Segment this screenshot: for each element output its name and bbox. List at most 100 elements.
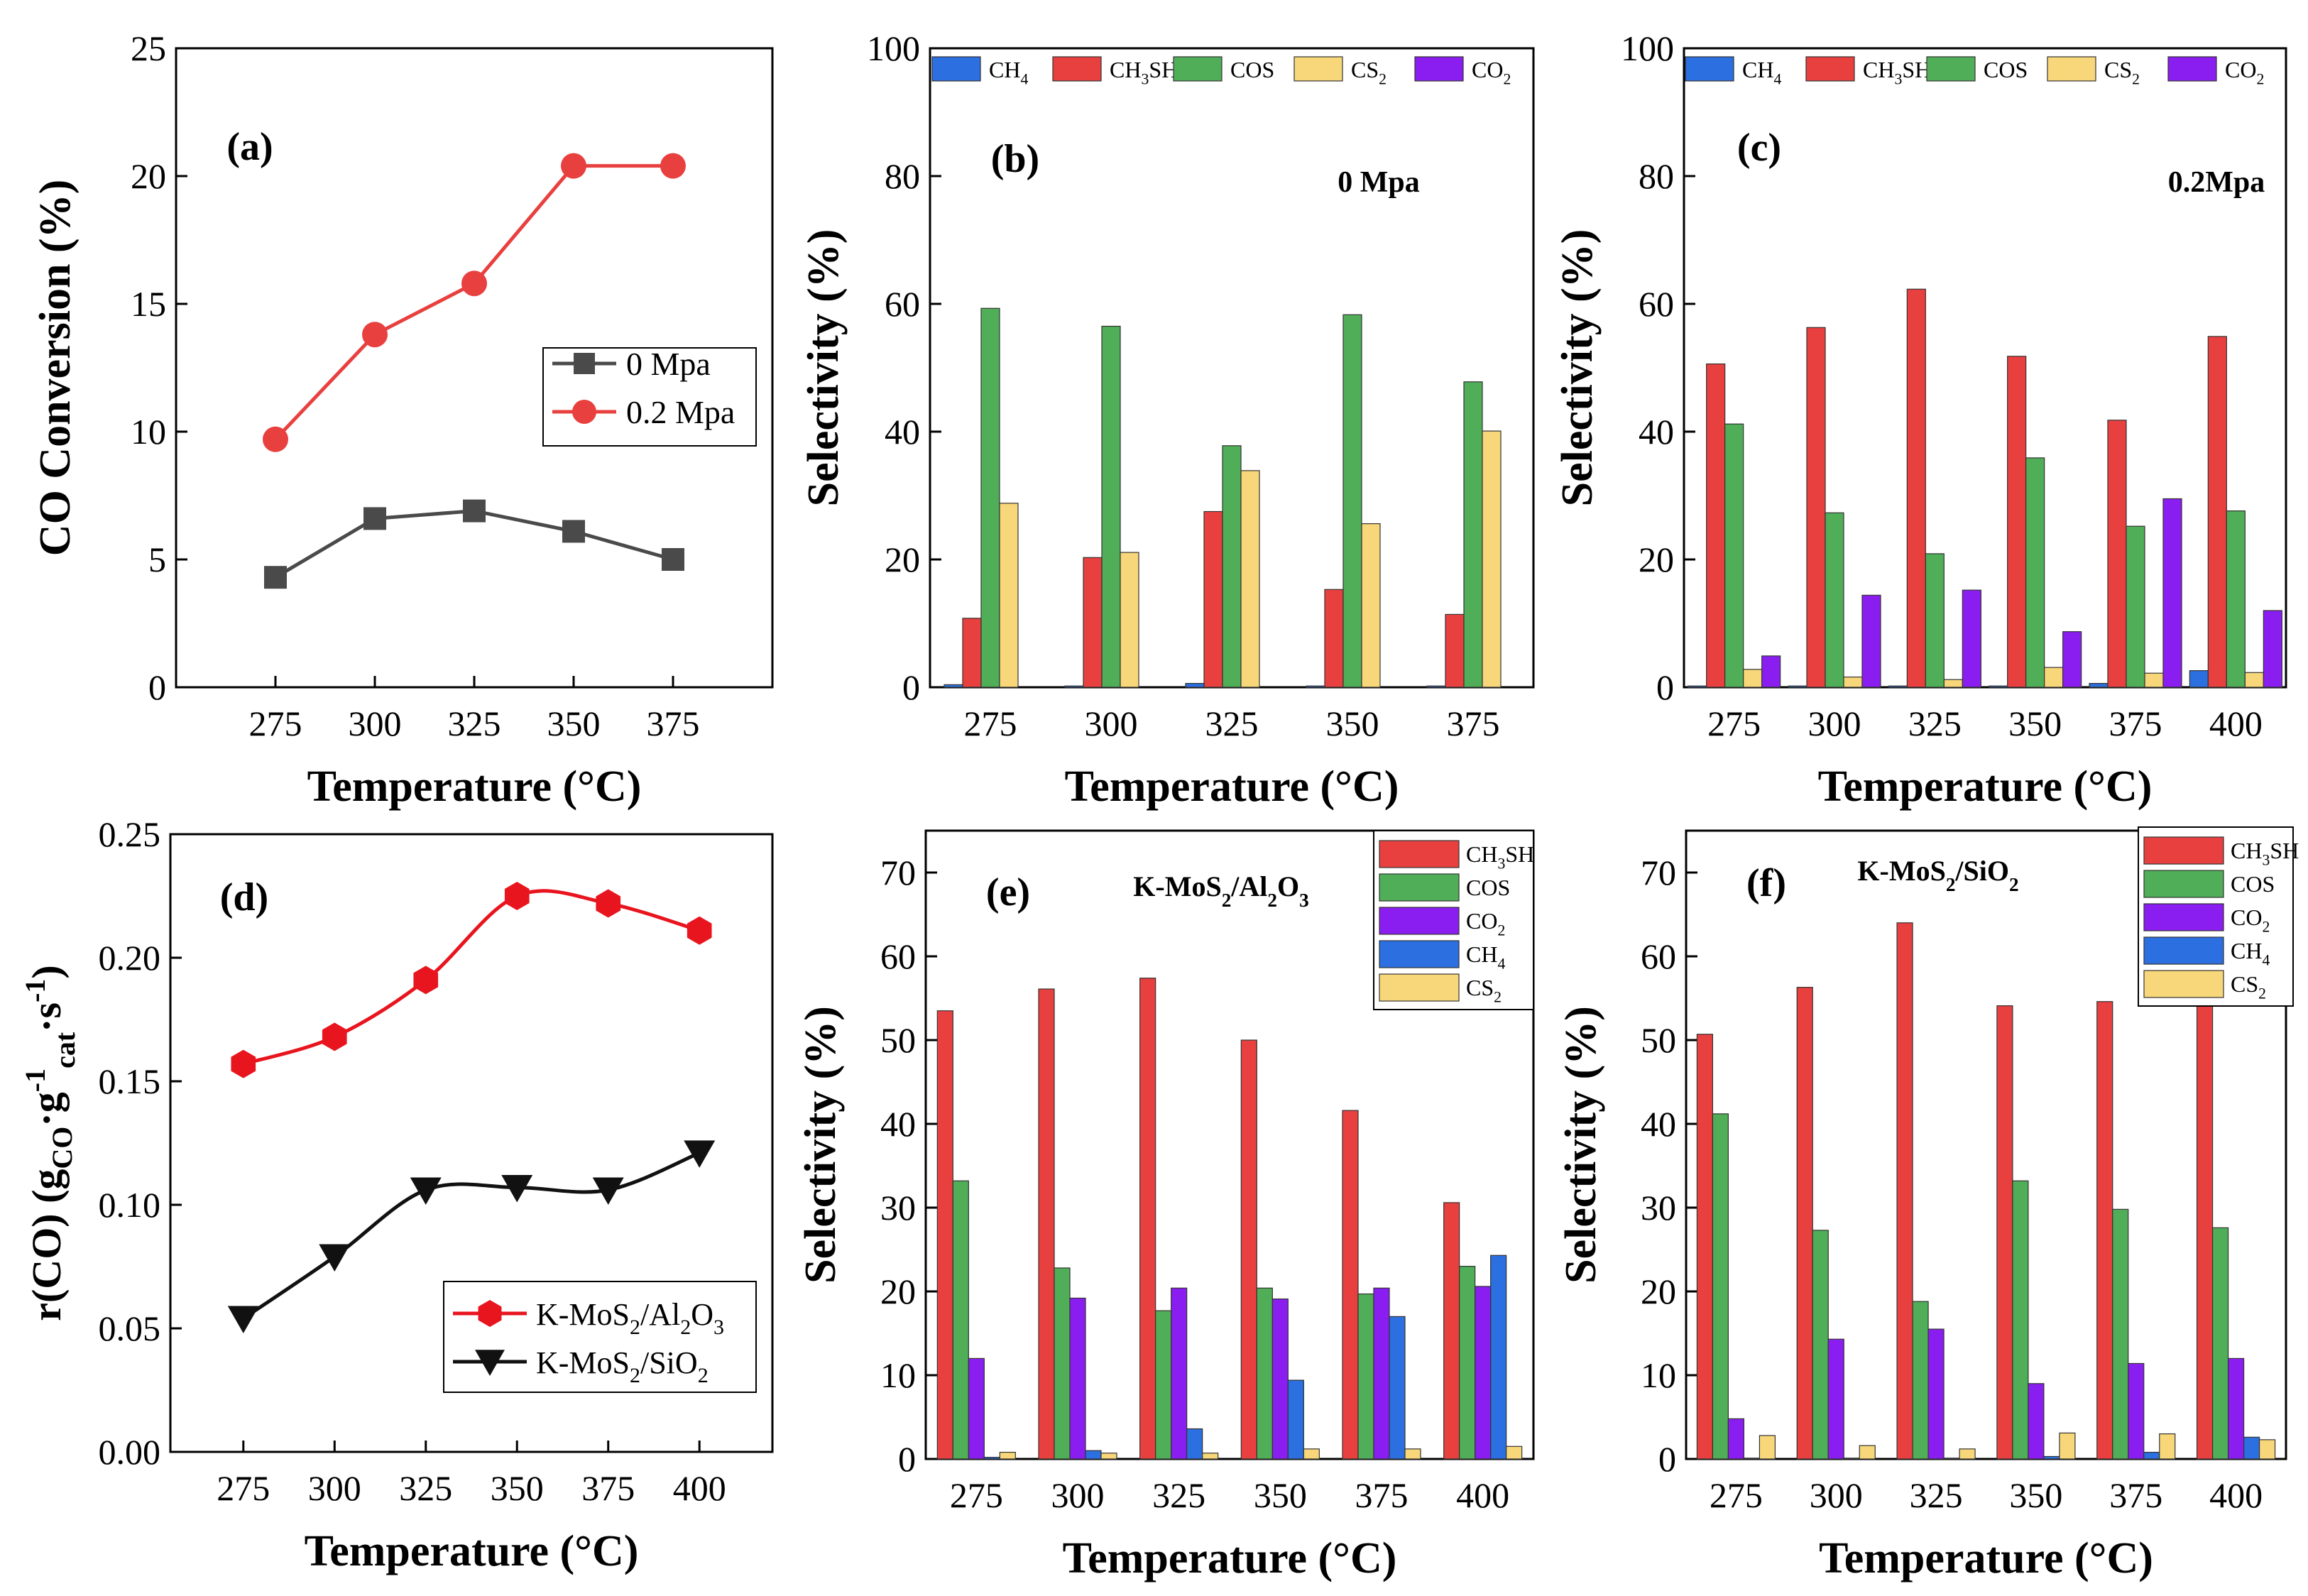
- bar-ch3sh-400: [2196, 998, 2214, 1460]
- legend-label: CS2: [1466, 975, 1502, 1006]
- bar-cs2-325: [1240, 470, 1260, 688]
- legend-label: CH3SH: [1110, 57, 1178, 88]
- bar-ch4-375: [1426, 685, 1446, 688]
- legend-swatch: [1379, 973, 1460, 1002]
- bar-ch4-375: [2143, 1451, 2160, 1460]
- bar-co2-400: [1475, 1286, 1492, 1460]
- bar-ch4-275: [983, 1457, 1000, 1460]
- y-axis-title: r(CO) (gCO·g-1cat·s-1): [19, 965, 81, 1321]
- x-tick-label: 275: [950, 1475, 1003, 1515]
- legend-label: K-MoS2/SiO2: [536, 1345, 709, 1387]
- y-tick-label: 40: [1641, 1104, 1676, 1144]
- y-tick-label: 40: [885, 412, 920, 452]
- bar-cs2-350: [2059, 1432, 2076, 1460]
- x-tick-label: 400: [2209, 1475, 2263, 1515]
- x-tick-label: 375: [1355, 1475, 1409, 1515]
- bar-ch4-325: [1186, 1428, 1203, 1460]
- x-tick-label: 325: [399, 1468, 452, 1508]
- x-tick-label: 325: [1152, 1475, 1205, 1515]
- bar-ch4-400: [2189, 669, 2209, 688]
- bar-cos-275: [952, 1180, 969, 1460]
- legend-marker: [572, 400, 596, 424]
- data-point: [264, 566, 287, 589]
- x-axis-title: Temperature (°C): [1063, 1534, 1397, 1583]
- bar-cs2-275: [1759, 1435, 1776, 1460]
- x-tick-label: 375: [2109, 704, 2162, 743]
- x-axis-title: Temperature (°C): [1065, 763, 1399, 811]
- data-point: [504, 882, 530, 910]
- y-tick-label: 50: [1641, 1020, 1676, 1060]
- bar-co2-375: [2162, 498, 2182, 688]
- bar-co2-275: [1761, 655, 1781, 688]
- x-tick-label: 300: [308, 1468, 361, 1508]
- bar-ch3sh-375: [1342, 1110, 1359, 1460]
- y-tick-label: 0.20: [99, 938, 161, 978]
- plot-frame: [169, 833, 774, 1453]
- data-point: [410, 1177, 442, 1206]
- x-axis-title: Temperature (°C): [307, 763, 642, 811]
- data-point: [413, 966, 439, 995]
- legend-swatch: [2143, 970, 2224, 998]
- bar-cos-300: [1825, 512, 1844, 688]
- x-tick-label: 325: [1908, 704, 1962, 743]
- legend-label: CH4: [1742, 57, 1781, 88]
- y-tick-label: 40: [1639, 412, 1674, 452]
- y-tick-label: 40: [880, 1104, 916, 1144]
- data-point: [596, 889, 621, 918]
- legend-label: CH3SH: [1466, 841, 1534, 873]
- bar-cos-275: [980, 307, 1000, 688]
- data-point: [263, 426, 288, 452]
- y-tick-label: 10: [880, 1355, 916, 1395]
- x-tick-label: 350: [491, 1468, 544, 1508]
- legend-swatch: [1052, 56, 1102, 82]
- bar-cos-300: [1812, 1230, 1829, 1460]
- bar-ch3sh-400: [2207, 336, 2227, 688]
- y-tick-label: 0.15: [99, 1061, 161, 1101]
- bar-cos-350: [1256, 1287, 1273, 1460]
- bar-ch3sh-325: [1139, 978, 1156, 1460]
- legend-label: CO2: [2231, 904, 2270, 936]
- bar-cos-375: [2126, 525, 2145, 688]
- legend: CH4 CH3SH COS CS2 CO2: [931, 56, 1511, 88]
- x-tick-label: 325: [1205, 704, 1259, 743]
- bar-cs2-375: [2144, 672, 2164, 688]
- x-tick-label: 300: [1808, 704, 1861, 743]
- y-tick-label: 100: [867, 28, 920, 68]
- bar-ch4-375: [1389, 1316, 1406, 1460]
- legend-label: 0.2 Mpa: [626, 394, 735, 430]
- legend-swatch: [1926, 56, 1976, 82]
- bar-ch4-275: [1688, 685, 1707, 688]
- legend-swatch: [2143, 936, 2224, 965]
- bar-cos-300: [1054, 1267, 1071, 1460]
- bar-cs2-375: [2159, 1433, 2176, 1460]
- legend-label: CS2: [1351, 57, 1387, 88]
- legend-swatch: [2167, 56, 2217, 82]
- bar-co2-350: [2062, 631, 2082, 688]
- y-tick-label: 25: [131, 28, 166, 68]
- bar-ch3sh-375: [2096, 1001, 2113, 1460]
- bar-ch4-275: [1743, 1458, 1761, 1460]
- bar-co2-275: [1727, 1418, 1745, 1460]
- annotation: K-MoS2/Al2O3: [1133, 870, 1308, 911]
- bar-cs2-300: [1859, 1445, 1876, 1460]
- data-point: [461, 270, 487, 297]
- bar-ch4-275: [944, 684, 963, 688]
- bar-ch3sh-275: [936, 1010, 953, 1460]
- panel-c: 0 20 40 60 80 100 275 300 325 350 375 400 Selectivit…: [1553, 28, 2287, 811]
- bar-cs2-275: [999, 503, 1019, 688]
- y-tick-label: 0.25: [99, 814, 161, 854]
- bar-ch4-325: [1943, 1458, 1960, 1460]
- bar-cs2-400: [1506, 1445, 1523, 1460]
- y-tick-label: 15: [131, 284, 166, 324]
- y-tick-label: 0: [902, 667, 920, 707]
- bar-cos-400: [2211, 1227, 2229, 1460]
- x-tick-label: 275: [1710, 1475, 1763, 1515]
- y-tick-label: 100: [1621, 28, 1674, 68]
- x-tick-label: 350: [2009, 1475, 2062, 1515]
- bar-ch4-400: [2243, 1436, 2260, 1460]
- legend-swatch: [1379, 873, 1460, 902]
- x-tick-label: 300: [1085, 704, 1138, 743]
- y-tick-label: 0.00: [99, 1432, 161, 1472]
- y-tick-label: 0: [148, 667, 166, 707]
- bar-cos-400: [1459, 1265, 1476, 1460]
